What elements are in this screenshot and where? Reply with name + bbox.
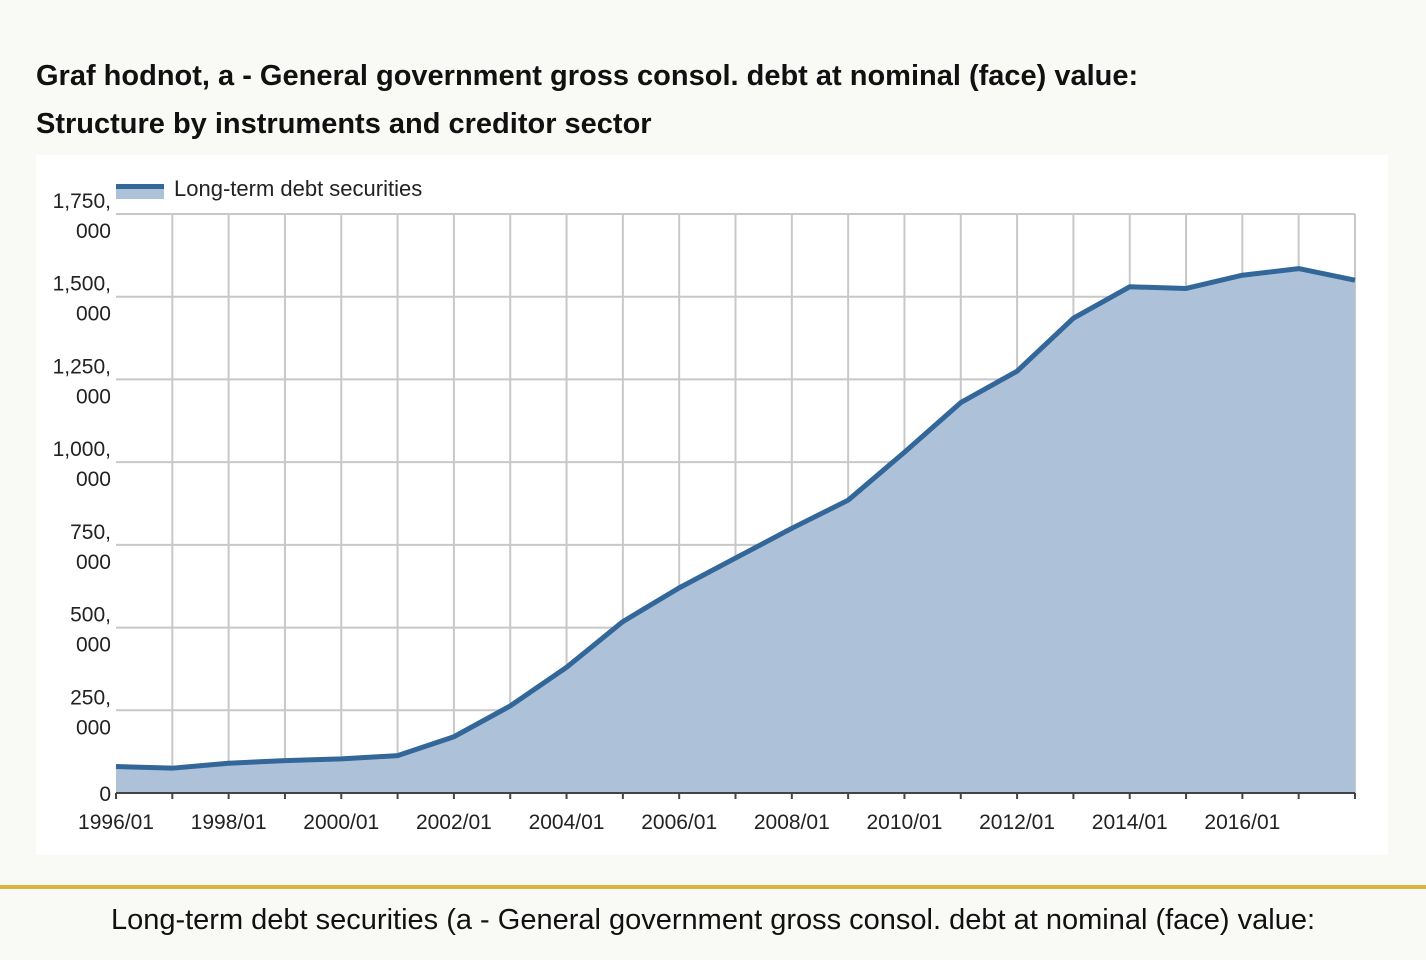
y-tick-label-line-2: 000	[76, 716, 111, 739]
x-tick-label: 2002/01	[416, 811, 492, 834]
y-tick-label-line-1: 1,500,	[53, 273, 111, 296]
x-tick-label: 2004/01	[529, 811, 605, 834]
y-tick-label-line-1: 1,250,	[53, 355, 111, 378]
label-layer: 1996/01 1998/01 2000/01 2002/01 2004/01 2006/…	[53, 190, 1281, 834]
caption-divider	[0, 885, 1426, 889]
legend-label: Long-term debt securities	[174, 176, 422, 201]
chart-title: Graf hodnot, a - General government gros…	[36, 52, 1376, 148]
y-tick-label-line-1: 500,	[70, 604, 111, 627]
y-tick-label-line-1: 1,000,	[53, 438, 111, 461]
y-tick-label-line-2: 000	[76, 220, 111, 243]
y-tick-label-line-2: 000	[76, 303, 111, 326]
x-tick-label: 2000/01	[303, 811, 379, 834]
x-tick-label: 2006/01	[641, 811, 717, 834]
legend[interactable]: Long-term debt securities	[116, 176, 422, 201]
y-tick-label-line-2: 000	[76, 468, 111, 491]
y-tick-label-line-1: 750,	[70, 521, 111, 544]
series-area-fill	[116, 268, 1355, 793]
y-tick-label-line-2: 000	[76, 385, 111, 408]
chart-panel: 1996/01 1998/01 2000/01 2002/01 2004/01 2006/…	[36, 155, 1388, 855]
legend-swatch-line	[116, 184, 164, 189]
x-tick-label: 1996/01	[78, 811, 154, 834]
y-tick-label-line-1: 250,	[70, 686, 111, 709]
series-line	[115, 266, 1356, 771]
x-tick-label: 2016/01	[1204, 811, 1280, 834]
x-tick-label: 2012/01	[979, 811, 1055, 834]
axis-layer	[115, 792, 1356, 799]
y-tick-label-line-2: 000	[76, 634, 111, 657]
chart-caption: Long-term debt securities (a - General g…	[110, 904, 1316, 936]
y-tick-label-line-2: 000	[76, 551, 111, 574]
area-chart: 1996/01 1998/01 2000/01 2002/01 2004/01 2006/…	[53, 176, 1356, 834]
area-layer	[115, 266, 1356, 793]
x-tick-label: 1998/01	[191, 811, 267, 834]
legend-swatch-fill	[116, 188, 164, 199]
chart-title-line-1: Graf hodnot, a - General government gros…	[36, 60, 1139, 92]
x-tick-label: 2014/01	[1092, 811, 1168, 834]
y-tick-label: 0	[99, 783, 111, 806]
y-tick-label-line-1: 1,750,	[53, 190, 111, 213]
x-tick-label: 2010/01	[866, 811, 942, 834]
chart-title-line-2: Structure by instruments and creditor se…	[36, 108, 652, 140]
x-tick-label: 2008/01	[754, 811, 830, 834]
